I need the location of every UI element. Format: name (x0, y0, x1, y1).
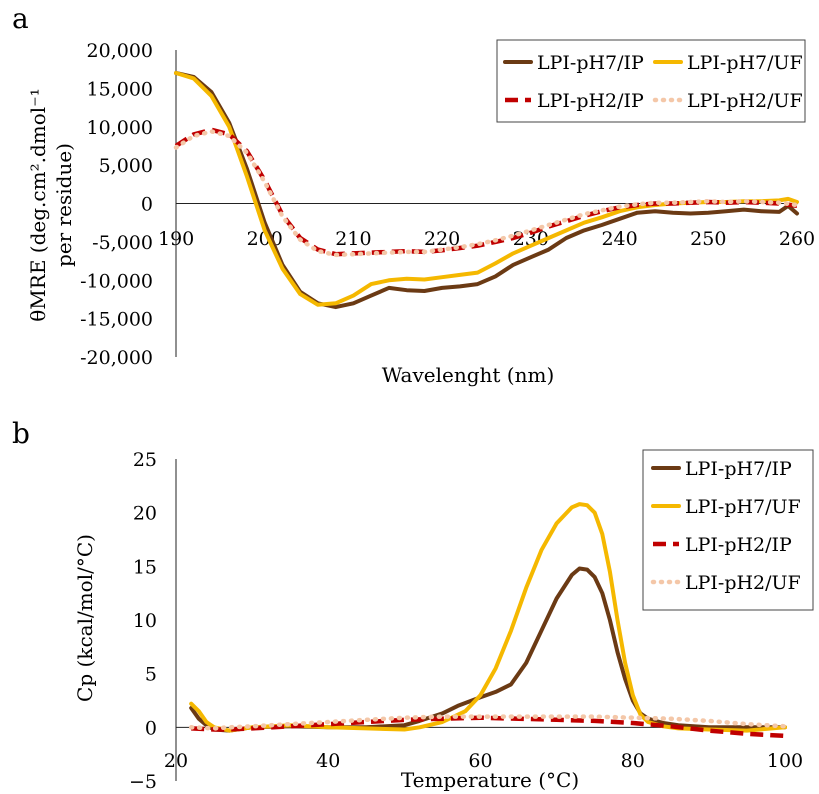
panel-b-y-tick-labels: 25 20 15 10 5 0 −5 (129, 449, 157, 793)
y-tick-label: -15,000 (80, 309, 153, 331)
legend-label: LPI-pH2/UF (685, 572, 801, 594)
legend-label: LPI-pH2/IP (537, 90, 644, 112)
panel-a-x-tick-labels: 190 200 210 220 230 240 250 260 (158, 228, 815, 250)
x-tick-label: 210 (335, 228, 371, 250)
panel-b-series (188, 502, 788, 739)
series-line-lpi-ph2-uf (173, 129, 800, 258)
panel-b-letter: b (12, 417, 30, 450)
panel-b-legend: LPI-pH7/IP LPI-pH7/UF LPI-pH2/IP LPI-pH2/UF (642, 449, 814, 611)
series-line-lpi-ph2-ip (174, 127, 798, 257)
y-tick-label: 5 (145, 664, 157, 686)
panel-a-series (173, 71, 800, 310)
legend-box (496, 39, 806, 123)
x-tick-label: 100 (767, 750, 803, 772)
y-tick-label: 15 (133, 556, 157, 578)
y-tick-label: 25 (133, 449, 157, 471)
y-tick-label: -10,000 (80, 270, 153, 292)
y-tick-label: 0 (145, 717, 157, 739)
panel-b-x-axis-title: Temperature (°C) (401, 768, 579, 792)
panel-b-y-axis-title: Cp (kcal/mol/°C) (73, 534, 97, 702)
panel-a: a 20,000 15,000 10,000 5,000 0 -5,000 -10,000 -… (12, 2, 815, 387)
x-tick-label: 220 (424, 228, 460, 250)
x-tick-label: 250 (690, 228, 726, 250)
y-tick-label: 15,000 (87, 78, 153, 100)
legend-label: LPI-pH7/UF (687, 52, 803, 74)
y-tick-label: -5,000 (92, 232, 153, 254)
legend-label: LPI-pH7/UF (685, 496, 801, 518)
x-tick-label: 40 (316, 750, 340, 772)
x-tick-label: 260 (779, 228, 815, 250)
series-line-lpi-ph2-uf (188, 714, 788, 731)
x-tick-label: 60 (468, 750, 492, 772)
panel-b-x-tick-labels: 20 40 60 80 100 (164, 750, 803, 772)
y-tick-label: 10 (133, 610, 157, 632)
y-tick-label: -20,000 (80, 347, 153, 369)
panel-a-y-axis-title-line1: θMRE (deg.cm².dmol⁻¹ (26, 88, 50, 321)
y-tick-label: 5,000 (99, 155, 153, 177)
y-tick-label: 0 (141, 194, 153, 216)
legend-label: LPI-pH2/IP (685, 534, 792, 556)
y-tick-label: 10,000 (87, 117, 153, 139)
x-tick-label: 80 (621, 750, 645, 772)
panel-a-y-axis-title-line2: per residue) (52, 143, 76, 267)
legend-label: LPI-pH7/IP (685, 458, 792, 480)
panel-a-y-tick-labels: 20,000 15,000 10,000 5,000 0 -5,000 -10,000 -15… (80, 40, 153, 369)
y-tick-label: 20 (133, 503, 157, 525)
panel-a-legend: LPI-pH7/IP LPI-pH7/UF LPI-pH2/IP LPI-pH2/UF (496, 39, 806, 123)
panel-a-letter: a (12, 2, 29, 35)
y-tick-label: −5 (129, 771, 157, 793)
x-tick-label: 240 (601, 228, 637, 250)
y-tick-label: 20,000 (87, 40, 153, 62)
legend-label: LPI-pH7/IP (537, 52, 644, 74)
panel-a-x-axis-title: Wavelenght (nm) (382, 363, 555, 387)
legend-label: LPI-pH2/UF (687, 90, 803, 112)
